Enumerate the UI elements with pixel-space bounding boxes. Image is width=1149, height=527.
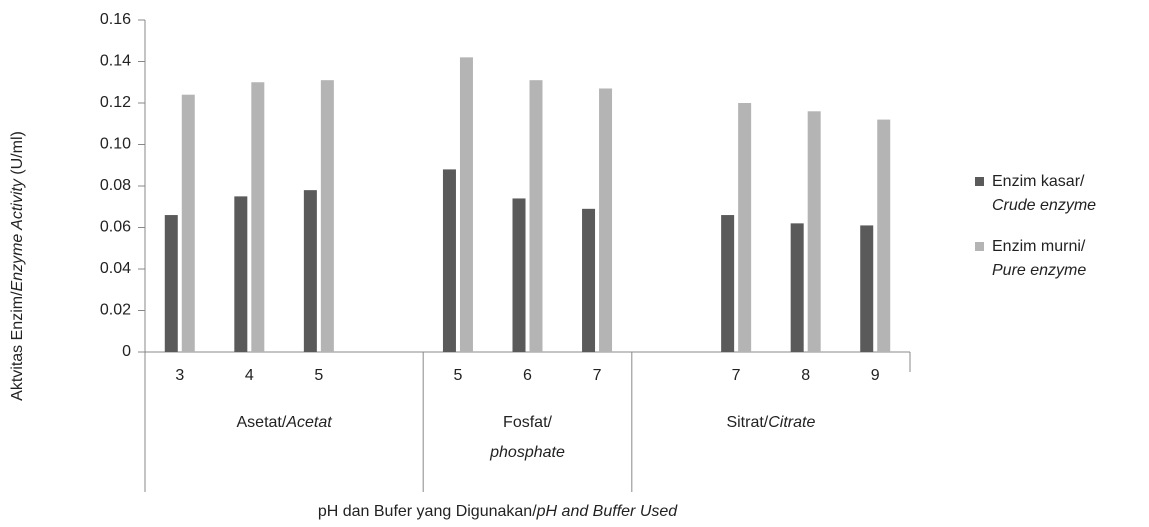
bar xyxy=(860,225,874,352)
group-label-part: phosphate xyxy=(489,444,565,461)
bar xyxy=(721,215,735,352)
group-label: Asetat/Acetat xyxy=(237,414,333,431)
bar xyxy=(181,94,195,352)
y-tick-label: 0.04 xyxy=(100,260,131,277)
bar xyxy=(790,223,804,352)
x-tick-label: 8 xyxy=(801,367,810,384)
y-label-part: Aktvitas Enzim/ xyxy=(9,291,26,401)
bar xyxy=(512,198,526,352)
x-tick-label: 3 xyxy=(175,367,184,384)
bar xyxy=(459,57,473,352)
bar xyxy=(303,190,317,352)
bar xyxy=(442,169,456,352)
x-label-part: pH dan Bufer yang Digunakan/ xyxy=(318,503,537,520)
y-tick-label: 0.14 xyxy=(100,53,131,70)
group-label-part: Sitrat/ xyxy=(726,414,768,431)
x-tick-label: 4 xyxy=(245,367,254,384)
bar xyxy=(164,215,178,352)
x-tick-label: 5 xyxy=(314,367,323,384)
group-label-part: Citrate xyxy=(768,414,815,431)
bar xyxy=(877,119,891,352)
y-tick-label: 0.12 xyxy=(100,94,131,111)
bar xyxy=(320,80,334,353)
x-tick-label: 7 xyxy=(593,367,602,384)
x-tick-label: 7 xyxy=(732,367,741,384)
bar xyxy=(807,111,821,352)
bar xyxy=(234,196,248,352)
legend-label: Pure enzyme xyxy=(992,262,1086,279)
group-label-part: Asetat/ xyxy=(237,414,287,431)
y-tick-label: 0.06 xyxy=(100,219,131,236)
legend-swatch xyxy=(975,242,984,251)
legend-label: Enzim kasar/ xyxy=(992,173,1085,190)
group-label-part: Acetat xyxy=(285,414,332,431)
y-axis-label: Aktvitas Enzim/Enzyme Activity (U/ml) xyxy=(9,131,26,401)
legend-label: Crude enzyme xyxy=(992,197,1096,214)
y-tick-label: 0.16 xyxy=(100,11,131,28)
y-label-part: Enzyme Activity xyxy=(9,178,26,291)
x-axis-label: pH dan Bufer yang Digunakan/pH and Buffe… xyxy=(318,503,678,520)
group-label-part: Fosfat/ xyxy=(503,414,552,431)
group-label: Fosfat/phosphate xyxy=(489,414,565,461)
y-label-part: (U/ml) xyxy=(9,131,26,179)
y-tick-label: 0.02 xyxy=(100,302,131,319)
y-tick-label: 0.08 xyxy=(100,177,131,194)
x-tick-label: 9 xyxy=(871,367,880,384)
legend-swatch xyxy=(975,177,984,186)
y-tick-label: 0 xyxy=(122,343,131,360)
x-tick-label: 6 xyxy=(523,367,532,384)
bar xyxy=(599,88,613,352)
x-tick-label: 5 xyxy=(454,367,463,384)
group-label: Sitrat/Citrate xyxy=(726,414,815,431)
y-tick-label: 0.10 xyxy=(100,136,131,153)
bar xyxy=(251,82,265,352)
bar xyxy=(529,80,543,353)
bar xyxy=(582,208,596,352)
bar xyxy=(738,103,752,352)
legend-label: Enzim murni/ xyxy=(992,238,1086,255)
x-label-part: pH and Buffer Used xyxy=(536,503,679,520)
